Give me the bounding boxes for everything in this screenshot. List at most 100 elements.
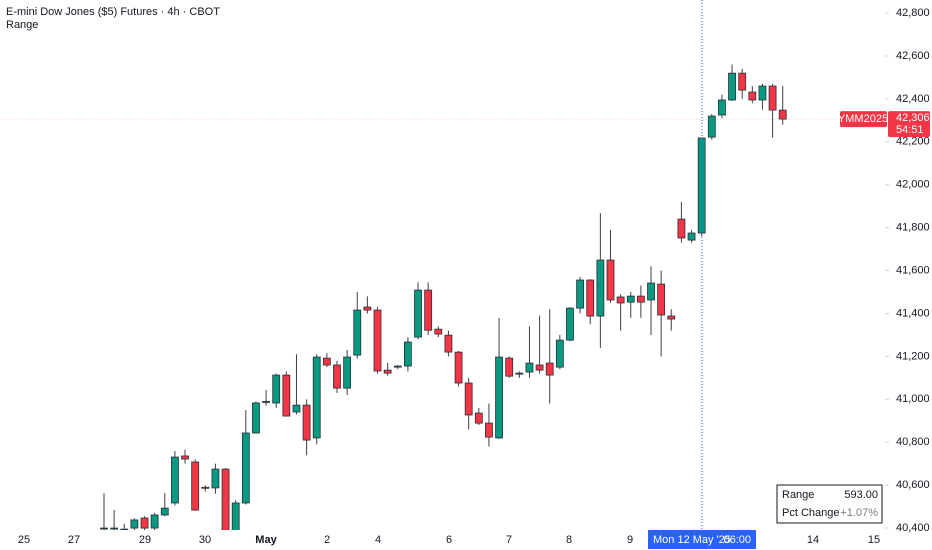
candle-body (130, 519, 139, 529)
candle-body (576, 279, 585, 309)
candle-body (424, 289, 433, 331)
x-tick-label: 6 (446, 534, 452, 546)
candle-body (171, 456, 179, 504)
y-tick-label: 41,800 (896, 222, 930, 234)
candle-body (434, 328, 443, 335)
x-tick-label: 27 (68, 534, 80, 546)
y-tick-label: 41,000 (896, 393, 930, 405)
candle-body (474, 412, 483, 424)
candle-body (555, 339, 564, 368)
candle-body (454, 351, 463, 384)
y-tick-label: 42,000 (896, 179, 930, 191)
candle-body (718, 99, 726, 116)
candle-body (181, 455, 189, 460)
candle-body (485, 422, 493, 438)
x-tick-label: 2 (324, 534, 330, 546)
candle-body (606, 259, 615, 301)
candle-body (191, 461, 200, 511)
y-tick-label: 42,800 (896, 7, 930, 19)
last-price-label: 42,306 (896, 112, 930, 124)
candle-body (505, 357, 514, 377)
candle-body (333, 364, 341, 389)
x-tick-label: 15 (868, 534, 880, 546)
candle-body (464, 382, 473, 416)
candle-body (596, 259, 605, 317)
x-tick-label: May (255, 534, 277, 546)
candle-body (667, 315, 676, 320)
x-tick-label: 25 (18, 534, 30, 546)
candle-body (586, 279, 595, 317)
candle-body (221, 468, 230, 530)
y-tick-label: 42,200 (896, 136, 930, 148)
candle-body (100, 527, 108, 530)
candle-body (201, 486, 210, 489)
candle-body (353, 309, 362, 356)
candle-body (262, 401, 270, 403)
candle-body (272, 374, 281, 404)
chart-subtitle: Range (6, 19, 38, 31)
x-tick-label: 8 (566, 534, 572, 546)
stat-name: Range (782, 489, 814, 501)
chart-title: E-mini Dow Jones ($5) Futures · 4h · CBO… (6, 6, 220, 18)
candle-body (515, 372, 524, 375)
candle-body (647, 282, 655, 301)
candle-body (312, 356, 321, 439)
candle-body (768, 85, 777, 111)
candle-body (140, 517, 149, 529)
x-tick-label: 4 (375, 534, 381, 546)
candle-body (545, 362, 554, 376)
candle-body (728, 72, 736, 101)
symbol-label: YMM2025 (838, 113, 888, 125)
candle-body (535, 364, 544, 371)
candle-body (758, 85, 767, 101)
candle-body (414, 289, 422, 338)
candle-body (110, 527, 119, 530)
y-tick-label: 42,600 (896, 50, 930, 62)
candle-body (738, 72, 747, 91)
candle-body (322, 357, 331, 366)
candle-body (211, 468, 220, 489)
candle-body (231, 502, 240, 530)
candle-body (120, 528, 129, 530)
crosshair-date: Mon 12 May '25 (653, 534, 731, 546)
symbol-box (840, 111, 887, 128)
y-tick-label: 40,600 (896, 479, 930, 491)
y-tick-label: 40,800 (896, 436, 930, 448)
plot-area (100, 64, 787, 530)
stat-value: +1.07% (840, 507, 878, 519)
x-tick-label: 7 (506, 534, 512, 546)
candle-body (657, 283, 666, 316)
candle-body (495, 356, 503, 439)
candle-body (687, 232, 696, 241)
candle-body (241, 432, 250, 504)
candle-body (697, 137, 706, 234)
x-tick-label: 9 (627, 534, 633, 546)
candle-body (403, 341, 412, 367)
candle-body (444, 334, 453, 353)
candle-body (636, 295, 645, 303)
candle-body (626, 295, 635, 303)
candle-body (616, 296, 625, 304)
candle-body (282, 374, 291, 417)
candle-body (373, 309, 382, 372)
countdown: 54:51 (896, 124, 924, 136)
x-tick-label: 30 (199, 534, 211, 546)
candle-body (302, 404, 311, 441)
y-tick-label: 40,400 (896, 522, 930, 534)
candle-body (748, 91, 757, 101)
last-price-box (888, 111, 930, 138)
candle-body (150, 514, 159, 529)
candle-body (160, 507, 169, 516)
stat-name: Pct Change (782, 507, 839, 519)
y-tick-label: 41,600 (896, 264, 930, 276)
candle-body (252, 402, 260, 434)
y-tick-label: 41,400 (896, 307, 930, 319)
candle-body (363, 306, 372, 311)
candle-body (566, 307, 574, 341)
candle-body (778, 109, 787, 120)
candle-body (677, 218, 686, 239)
candle-body (525, 362, 534, 373)
y-tick-label: 42,400 (896, 93, 930, 105)
y-tick-label: 41,200 (896, 350, 930, 362)
